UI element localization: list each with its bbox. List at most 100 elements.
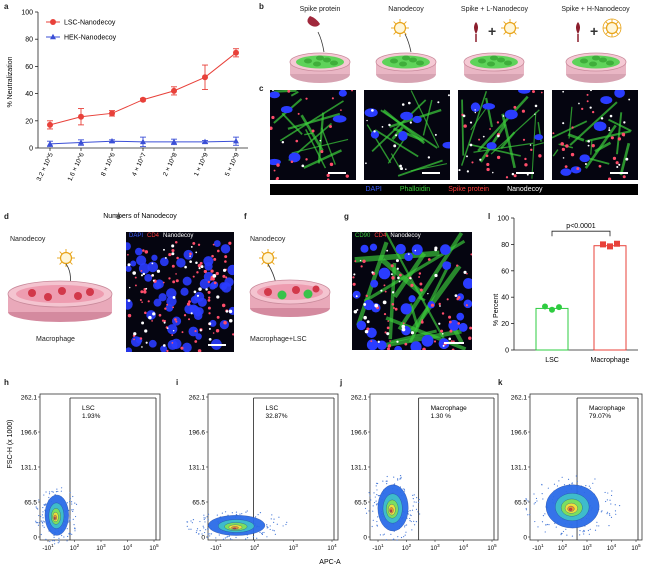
nanodecoy-signal [129,286,131,289]
panel-f-top-label: Nanodecoy [250,236,286,243]
event-dot [565,528,567,530]
cd4-signal [194,330,197,333]
event-dot [376,493,378,496]
chart-l-ylabel: % Percent [493,294,500,326]
replicate-point [614,240,620,247]
nanodecoy-signal [189,260,192,264]
nanodecoy-signal [152,312,156,316]
event-dot [371,525,373,528]
cd4-signal [446,298,449,301]
nucleus [126,242,131,251]
nanodecoy-signal [195,261,198,265]
legend-phalloidin: Phalloidin [399,186,431,193]
cd4-signal [207,306,211,310]
nanodecoy-signal [447,94,450,97]
event-dot [60,487,63,489]
cd4-signal [389,340,391,342]
event-dot [273,530,275,532]
cd4-signal [213,257,217,261]
y-tick-label: 262.1 [511,395,528,402]
cd4-signal [207,298,211,302]
spike-signal [329,162,334,167]
nanodecoy-signal [526,173,529,176]
actin-fiber [304,132,314,136]
cd4-signal [456,264,459,267]
event-dot [48,493,51,495]
panel-g-legend: CD90 CD4 Nanodecoy [355,233,421,239]
event-dot [405,524,408,526]
cd4-signal [365,294,368,298]
cd4-signal [390,264,394,268]
y-tick-label: 0 [201,535,205,542]
legend-dapi: DAPI [129,233,144,239]
density-contour [568,508,573,511]
event-dot [224,537,226,539]
spike-signal [615,161,619,165]
nanodecoy-signal [414,249,417,252]
x-tick-label: 103 [289,543,299,552]
cd4-signal [142,249,145,252]
event-dot [588,533,590,535]
cd4-signal [221,303,226,308]
event-dot [69,500,71,503]
event-dot [611,490,613,492]
cd4-signal [418,272,422,275]
event-dot [203,518,205,521]
event-dot [190,520,192,522]
nanodecoy-signal [442,344,445,347]
cd4-signal [469,326,472,330]
cd4-signal [208,296,211,299]
nanodecoy-signal [562,90,565,93]
cd4-signal [402,322,405,325]
event-dot [269,525,271,527]
event-dot [607,492,609,494]
data-point [109,138,115,144]
event-dot [397,478,399,480]
cd4-signal [383,284,386,287]
nucleus [183,249,194,260]
event-dot [191,522,193,524]
cd4-signal [203,269,207,274]
nanodecoy-signal [393,144,397,148]
x-tick-label: 104 [327,543,337,552]
event-dot [266,524,268,526]
nucleus [332,115,347,123]
gate-label: Macrophage [431,405,468,412]
event-dot [393,538,395,540]
event-dot [544,531,546,533]
nanodecoy-signal [366,320,370,324]
cd4-signal [212,332,215,334]
event-dot [416,497,418,499]
data-point [78,113,84,120]
event-dot [71,503,73,505]
cd4-signal [438,302,441,306]
y-tick-label: 0 [505,348,509,355]
actin-fiber [460,90,488,166]
spike-signal [552,132,555,135]
actin-fiber [422,99,433,136]
event-dot [42,525,44,527]
x-tick-label: 8 × 10^6 [100,152,117,178]
event-dot [69,492,71,494]
event-dot [55,491,58,493]
event-dot [228,535,230,537]
nanodecoy-signal [144,329,148,333]
nanodecoy-signal [208,337,212,341]
y-tick-label: 80 [25,37,33,44]
event-dot [53,540,55,542]
panel-b: Spike protein Nanodecoy Spike + L-Nanode… [262,6,650,86]
nanodecoy-signal [434,133,437,136]
event-dot [527,500,529,502]
event-dot [558,480,560,482]
event-dot [376,482,379,485]
event-dot [48,496,50,499]
nanodecoy-signal [377,340,380,344]
event-dot [610,494,613,497]
event-dot [529,514,531,516]
nanodecoy-signal [374,303,379,308]
event-dot [197,533,200,535]
event-dot [368,510,370,512]
spike-signal [586,100,589,103]
nanodecoy-signal [396,340,399,343]
event-dot [235,511,238,513]
